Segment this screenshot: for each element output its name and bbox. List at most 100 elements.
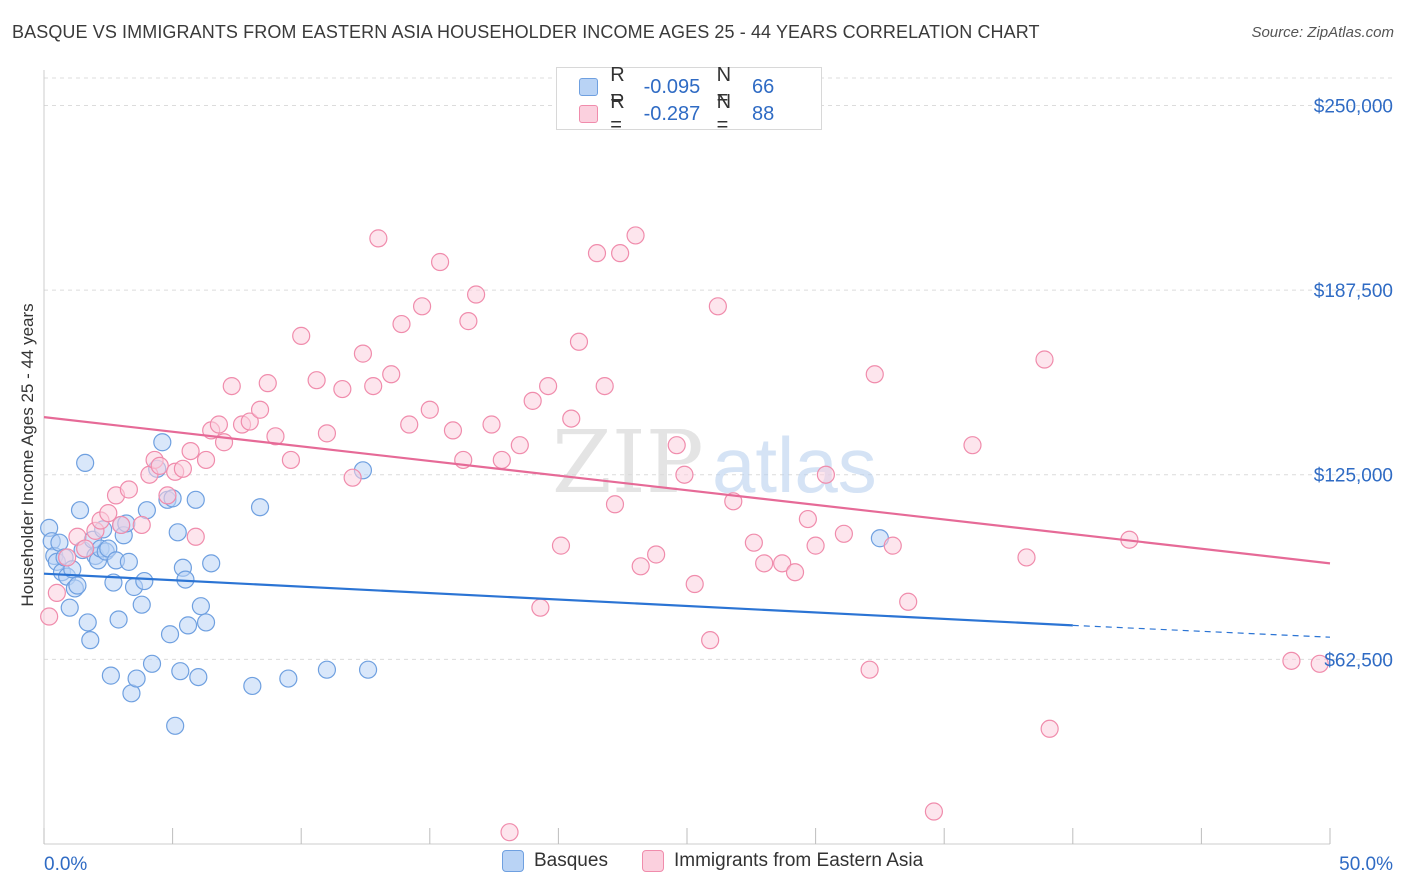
immigrants-point [430, 252, 450, 272]
basques-point [171, 662, 190, 681]
basques-point [60, 598, 79, 617]
stats-legend: R = -0.095 N = 66 R = -0.287 N = 88 [556, 64, 822, 136]
immigrants-point [1040, 719, 1059, 738]
trend-lines [43, 416, 1331, 638]
immigrants-point [250, 400, 270, 419]
immigrants-point [459, 312, 478, 331]
basques-point [153, 433, 172, 452]
immigrants-point [492, 450, 511, 470]
immigrants-point [258, 374, 277, 393]
immigrants-point [611, 244, 630, 263]
immigrants-point [222, 376, 241, 396]
immigrants-point [701, 631, 720, 650]
basques-point [101, 666, 120, 685]
immigrants-point [667, 436, 686, 455]
immigrants-point [860, 660, 879, 679]
bottom-legend-basques: Basques [502, 850, 608, 872]
immigrants-point [816, 465, 835, 484]
basques-point [132, 595, 151, 614]
immigrants-point [173, 459, 192, 478]
immigrants-point [364, 376, 383, 396]
immigrants-point [209, 415, 228, 434]
basques-point [142, 654, 162, 673]
immigrants-point [266, 427, 285, 446]
basques-point [196, 613, 216, 632]
legend-n-value: 66 [751, 75, 775, 98]
immigrants-point [482, 415, 501, 434]
immigrants-point [47, 583, 66, 602]
immigrants-point [76, 539, 95, 558]
basques-point [191, 597, 210, 616]
immigrants-point [58, 548, 77, 567]
immigrants-point [181, 441, 200, 461]
immigrants-point [798, 509, 817, 529]
immigrants-point [708, 297, 727, 316]
basques-point [109, 610, 128, 629]
immigrants-point [392, 314, 411, 334]
immigrants-point [132, 515, 151, 535]
immigrants-point [626, 226, 645, 245]
basques-point [166, 716, 185, 735]
immigrants-point [443, 421, 463, 440]
immigrants-point [1310, 654, 1329, 673]
bottom-swatch-immigrants [642, 850, 664, 872]
legend-r-value: -0.287 [643, 102, 701, 125]
immigrants-point [883, 536, 902, 555]
basques-point [160, 625, 180, 644]
immigrants-point [317, 424, 337, 443]
immigrants-point [605, 495, 625, 514]
immigrants-point [119, 480, 138, 499]
immigrants-point [675, 465, 694, 484]
basques-point [250, 498, 270, 517]
basques-trend-extension [1072, 624, 1331, 638]
basques-point [168, 523, 187, 542]
gridlines [44, 77, 1395, 660]
immigrants-point [562, 409, 581, 428]
basques-point [279, 669, 298, 688]
immigrants-point [333, 379, 352, 399]
basques-point [119, 552, 138, 571]
immigrants-point [569, 332, 589, 351]
basques-point [76, 453, 95, 473]
immigrants-point [755, 554, 774, 573]
legend-swatch-immigrants [579, 105, 599, 123]
basques-point [186, 490, 205, 509]
immigrants-point [1282, 651, 1301, 670]
basques-point [178, 616, 198, 635]
immigrants-point [647, 545, 666, 564]
immigrants-point [292, 326, 311, 345]
immigrants-point [531, 598, 550, 617]
bottom-legend-immigrants: Immigrants from Eastern Asia [642, 850, 923, 872]
immigrants-point [865, 365, 884, 384]
y-tick-label: $250,000 [1314, 96, 1393, 117]
bottom-legend-label-immigrants: Immigrants from Eastern Asia [674, 850, 924, 871]
bottom-legend-label-basques: Basques [534, 850, 608, 871]
immigrants-point [281, 450, 301, 470]
immigrants-point [196, 450, 216, 470]
bottom-swatch-basques [502, 850, 524, 872]
immigrants-point [963, 436, 982, 455]
immigrants-point [400, 415, 419, 434]
basques-point [68, 576, 87, 595]
immigrants-point [924, 802, 944, 821]
watermark-atlas: atlas [712, 421, 877, 509]
immigrants-point [587, 244, 607, 263]
basques-point [189, 667, 208, 687]
basques-point [70, 501, 90, 520]
immigrants-point [369, 229, 388, 248]
basques-point [202, 554, 221, 573]
axes [43, 70, 1331, 845]
watermark: ZIP atlas [552, 413, 877, 513]
immigrants-point [773, 554, 792, 573]
legend-r-label: R = [610, 91, 625, 136]
immigrants-point [112, 515, 131, 535]
basques-point [78, 613, 97, 632]
legend-n-value: 88 [751, 102, 775, 125]
immigrants-point [186, 527, 205, 546]
tick-labels: $62,500 $125,000 $187,500 $250,000 0.0% 50.0% [44, 96, 1393, 875]
y-tick-label: $187,500 [1314, 281, 1393, 302]
immigrants-point [412, 297, 432, 316]
series-immigrants-points [40, 226, 1329, 842]
basques-point [358, 660, 378, 679]
